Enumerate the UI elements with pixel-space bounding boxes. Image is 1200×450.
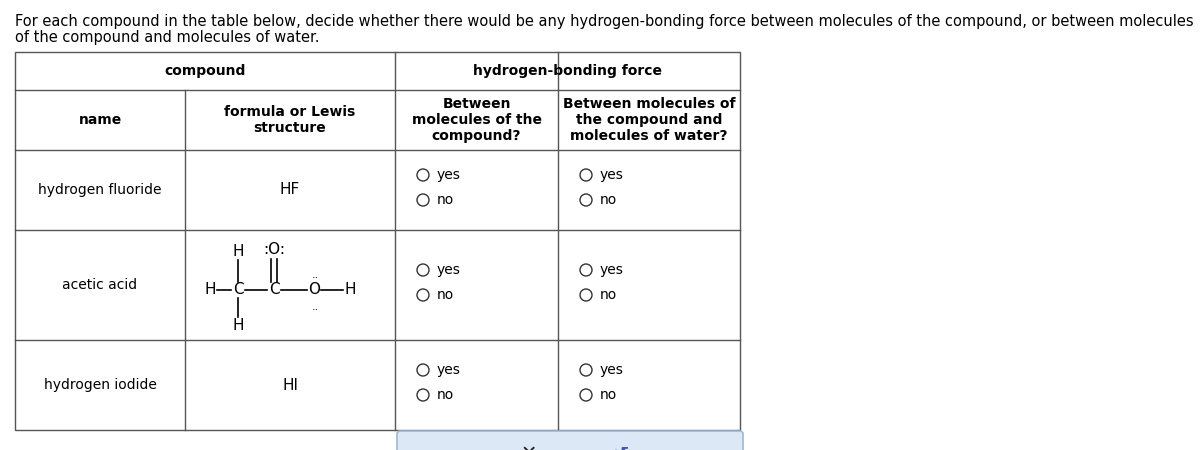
Circle shape <box>580 264 592 276</box>
Text: Between
molecules of the
compound?: Between molecules of the compound? <box>412 97 541 143</box>
Text: C: C <box>269 283 280 297</box>
Circle shape <box>580 289 592 301</box>
Text: ✕: ✕ <box>521 445 538 450</box>
Text: yes: yes <box>600 363 624 377</box>
Text: ↺: ↺ <box>612 444 630 450</box>
Text: :O:: :O: <box>263 243 286 257</box>
Text: HI: HI <box>282 378 298 392</box>
Circle shape <box>580 169 592 181</box>
Text: Between molecules of
the compound and
molecules of water?: Between molecules of the compound and mo… <box>563 97 736 143</box>
Text: For each compound in the table below, decide whether there would be any hydrogen: For each compound in the table below, de… <box>14 14 1194 29</box>
Text: O: O <box>308 283 320 297</box>
Text: ··: ·· <box>311 273 319 283</box>
Text: hydrogen-bonding force: hydrogen-bonding force <box>473 64 662 78</box>
Text: yes: yes <box>600 263 624 277</box>
Circle shape <box>580 389 592 401</box>
Text: yes: yes <box>437 168 461 182</box>
Text: no: no <box>437 193 455 207</box>
Text: C: C <box>233 283 244 297</box>
Text: of the compound and molecules of water.: of the compound and molecules of water. <box>14 30 319 45</box>
Text: no: no <box>600 388 617 402</box>
Text: H: H <box>344 283 355 297</box>
Circle shape <box>418 364 430 376</box>
Text: no: no <box>437 288 455 302</box>
Circle shape <box>580 194 592 206</box>
Text: no: no <box>437 388 455 402</box>
Circle shape <box>418 389 430 401</box>
Circle shape <box>418 169 430 181</box>
Text: no: no <box>600 288 617 302</box>
Text: hydrogen iodide: hydrogen iodide <box>43 378 156 392</box>
Bar <box>14 52 740 430</box>
Text: yes: yes <box>600 168 624 182</box>
Text: HF: HF <box>280 183 300 198</box>
Text: H: H <box>233 318 244 333</box>
Text: formula or Lewis
structure: formula or Lewis structure <box>224 105 355 135</box>
Circle shape <box>418 264 430 276</box>
Text: acetic acid: acetic acid <box>62 278 138 292</box>
Text: hydrogen fluoride: hydrogen fluoride <box>38 183 162 197</box>
Text: H: H <box>233 244 244 260</box>
FancyBboxPatch shape <box>397 431 743 450</box>
Circle shape <box>418 194 430 206</box>
Circle shape <box>580 364 592 376</box>
Circle shape <box>418 289 430 301</box>
Text: compound: compound <box>164 64 246 78</box>
Text: yes: yes <box>437 363 461 377</box>
Text: no: no <box>600 193 617 207</box>
Text: ··: ·· <box>311 305 319 315</box>
Text: yes: yes <box>437 263 461 277</box>
Text: name: name <box>78 113 121 127</box>
Text: H: H <box>204 283 216 297</box>
